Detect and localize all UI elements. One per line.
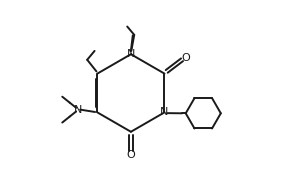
- Text: N: N: [160, 107, 169, 117]
- Text: N: N: [74, 105, 82, 115]
- Text: O: O: [181, 53, 190, 63]
- Text: N: N: [127, 49, 135, 59]
- Text: O: O: [127, 150, 135, 160]
